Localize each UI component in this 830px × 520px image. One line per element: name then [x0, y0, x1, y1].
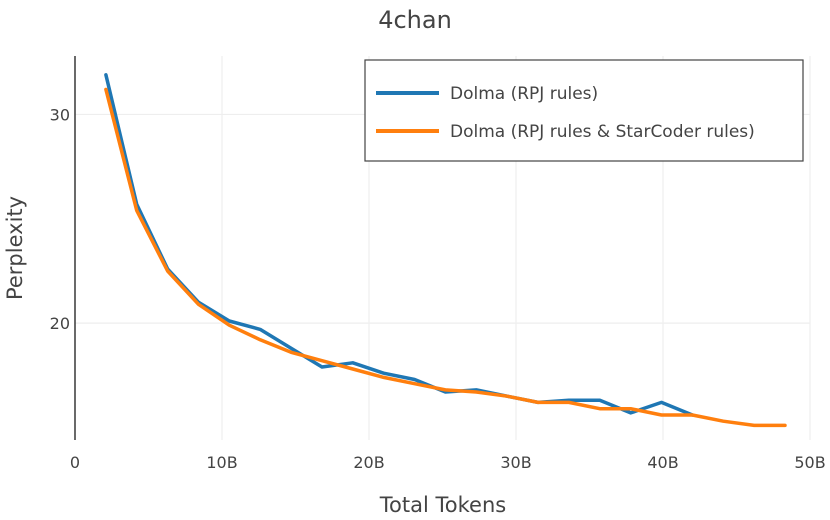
x-tick-label: 0 — [70, 453, 80, 472]
y-axis-title: Perplexity — [3, 196, 27, 300]
series-line-rpj-rules — [104, 73, 695, 417]
legend-box — [364, 59, 804, 162]
series-lines — [104, 73, 787, 428]
x-tick-label: 20B — [353, 453, 384, 472]
tick-labels: 0 10B 20B 30B 40B 50B 20 30 — [50, 105, 826, 472]
x-tick-label: 10B — [206, 453, 237, 472]
legend: Dolma (RPJ rules) Dolma (RPJ rules & Sta… — [364, 59, 804, 162]
x-axis-title: Total Tokens — [379, 493, 506, 517]
legend-label-rpj-starcoder-rules: Dolma (RPJ rules & StarCoder rules) — [450, 122, 755, 142]
chart-title: 4chan — [378, 6, 452, 34]
legend-label-rpj-rules: Dolma (RPJ rules) — [450, 84, 598, 104]
x-tick-label: 50B — [794, 453, 825, 472]
y-tick-label: 30 — [50, 105, 70, 124]
x-tick-label: 30B — [500, 453, 531, 472]
x-tick-label: 40B — [647, 453, 678, 472]
y-tick-label: 20 — [50, 314, 70, 333]
series-line-rpj-starcoder-rules — [104, 87, 787, 428]
